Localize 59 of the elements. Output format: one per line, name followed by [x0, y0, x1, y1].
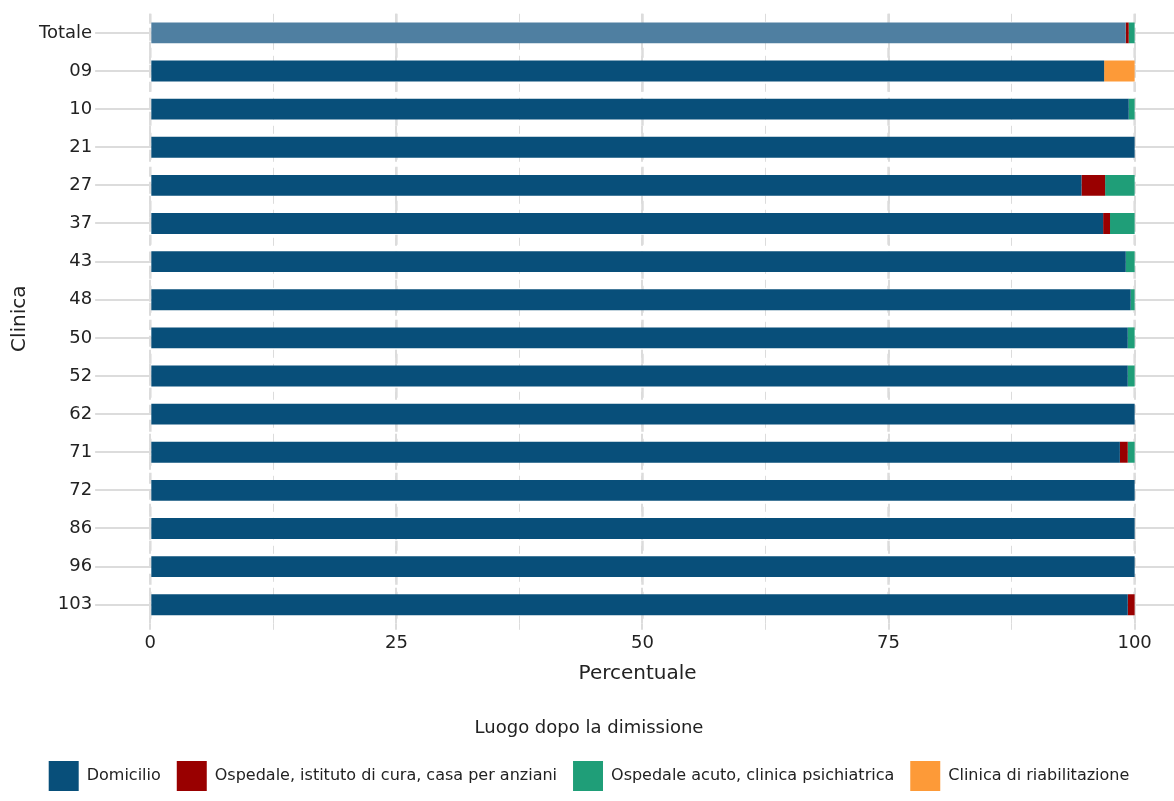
bar — [151, 518, 1135, 539]
bar — [151, 479, 1135, 501]
bar — [1130, 289, 1135, 311]
y-tick-label: 50 — [69, 325, 93, 347]
bar — [151, 403, 1135, 425]
bar — [1127, 441, 1135, 463]
bar — [1081, 174, 1106, 196]
bar — [151, 365, 1128, 387]
bar — [151, 556, 1135, 578]
legend-label: Ospedale, istituto di cura, casa per anziani — [214, 765, 558, 785]
y-tick-label: 72 — [69, 478, 93, 500]
bar — [151, 289, 1131, 311]
bar — [151, 60, 1105, 82]
y-tick-label: 43 — [69, 249, 93, 271]
y-tick-label: 27 — [69, 173, 93, 195]
x-tick-label: 25 — [384, 631, 408, 653]
y-tick-label: 52 — [69, 363, 93, 385]
bar — [1125, 22, 1129, 44]
bar — [1128, 22, 1135, 44]
y-tick-label: 96 — [69, 554, 93, 576]
y-tick-label: 62 — [69, 401, 93, 423]
bar — [1105, 174, 1135, 196]
bar — [1128, 98, 1135, 120]
bar — [151, 213, 1104, 234]
y-tick-label: 37 — [69, 211, 93, 233]
x-axis-title: Percentuale — [578, 659, 697, 684]
bar — [1104, 60, 1135, 82]
y-tick-label: 21 — [69, 134, 93, 156]
bar — [1125, 251, 1135, 273]
y-tick-label: Totale — [37, 20, 93, 42]
bar — [151, 136, 1135, 158]
bar — [151, 251, 1126, 273]
legend-title: Luogo dopo la dimissione — [474, 716, 704, 738]
y-tick-label: 71 — [69, 439, 93, 461]
y-tick-label: 09 — [69, 58, 93, 80]
y-axis-title: Clinica — [6, 285, 31, 353]
x-tick-label: 0 — [144, 631, 157, 653]
x-tick-label: 50 — [631, 631, 654, 653]
y-tick-label: 103 — [57, 592, 93, 614]
y-tick-label: 48 — [69, 287, 93, 309]
bar — [1119, 441, 1128, 463]
bar — [151, 594, 1128, 616]
bar — [151, 441, 1120, 463]
bar — [151, 98, 1129, 120]
legend-label: Domicilio — [86, 765, 161, 785]
bar — [1127, 327, 1135, 349]
y-tick-label: 86 — [69, 516, 93, 538]
x-tick-label: 100 — [1117, 631, 1152, 653]
bar — [151, 174, 1082, 196]
bar — [151, 22, 1126, 44]
bar — [151, 327, 1128, 349]
y-tick-label: 10 — [69, 96, 93, 118]
bar — [1103, 213, 1111, 234]
bar — [1110, 213, 1135, 234]
legend-label: Ospedale acuto, clinica psichiatrica — [611, 765, 895, 785]
legend-label: Clinica di riabilitazione — [948, 765, 1130, 785]
x-tick-label: 75 — [877, 631, 901, 653]
bar — [1127, 365, 1135, 387]
bar — [1127, 594, 1135, 616]
